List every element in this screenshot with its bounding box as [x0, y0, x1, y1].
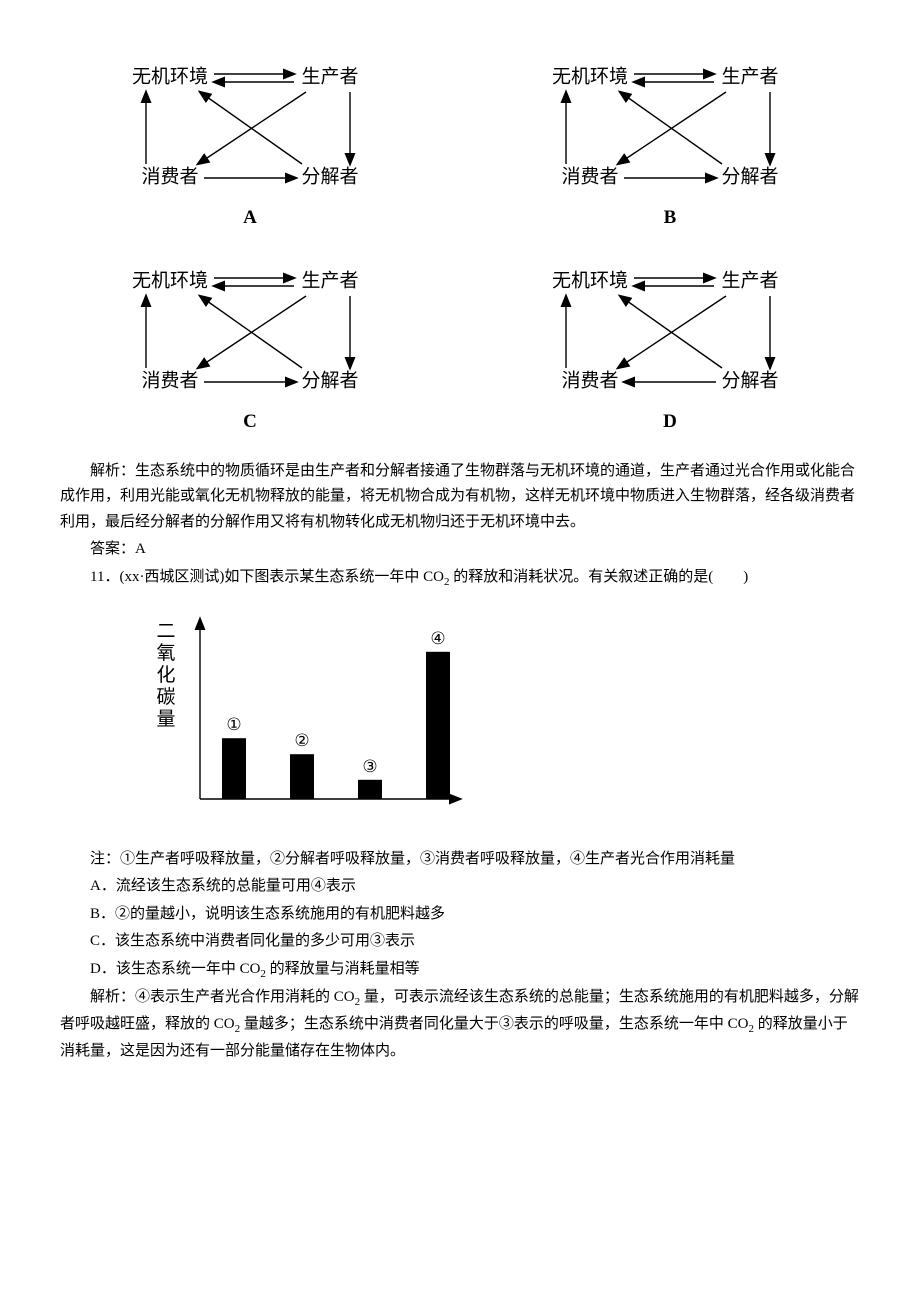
diagram-label-C: C: [60, 406, 440, 438]
diagram-label-A: A: [60, 202, 440, 234]
q11-pre: 11．(xx·西城区测试)如下图表示某生态系统一年中 CO: [90, 569, 444, 585]
svg-text:无机环境: 无机环境: [552, 65, 628, 87]
diagram-C: 无机环境 生产者消费者 分解者 C: [60, 254, 440, 438]
svg-text:无机环境: 无机环境: [132, 270, 208, 292]
svg-text:生产者: 生产者: [721, 65, 778, 87]
diagram-A: 无机环境 生产者消费者 分解者 A: [60, 50, 440, 234]
svg-text:消费者: 消费者: [561, 370, 618, 392]
answer-label: 答案：: [90, 541, 135, 557]
q11-suf: 的释放和消耗状况。有关叙述正确的是( ): [450, 569, 749, 585]
svg-text:生产者: 生产者: [301, 65, 358, 87]
diagram-svg-B: 无机环境 生产者消费者 分解者: [510, 50, 830, 200]
chart-note: 注：①生产者呼吸释放量，②分解者呼吸释放量，③消费者呼吸释放量，④生产者光合作用…: [60, 847, 860, 873]
optD-suf: 的释放量与消耗量相等: [266, 961, 420, 977]
diagram-D: 无机环境 生产者消费者 分解者 D: [480, 254, 860, 438]
svg-text:化: 化: [156, 664, 175, 686]
optD-pre: D．该生态系统一年中 CO: [90, 961, 260, 977]
ecosystem-diagram-grid: 无机环境生产者消费者分解者 A 无机环境生产者消费者分解者 B 无机环境生产者消…: [60, 50, 860, 439]
svg-text:①: ①: [226, 715, 241, 734]
svg-text:氧: 氧: [156, 642, 175, 664]
svg-text:生产者: 生产者: [721, 270, 778, 292]
option-C: C．该生态系统中消费者同化量的多少可用③表示: [60, 929, 860, 955]
svg-text:分解者: 分解者: [721, 370, 778, 392]
svg-text:②: ②: [294, 731, 309, 750]
diagram-svg-A: 无机环境 生产者消费者 分解者: [90, 50, 410, 200]
svg-text:碳: 碳: [156, 686, 175, 708]
svg-text:分解者: 分解者: [721, 165, 778, 187]
svg-text:二: 二: [156, 621, 175, 642]
analysis-1: 解析：生态系统中的物质循环是由生产者和分解者接通了生物群落与无机环境的通道，生产…: [60, 459, 860, 536]
question-11: 11．(xx·西城区测试)如下图表示某生态系统一年中 CO2 的释放和消耗状况。…: [60, 565, 860, 592]
svg-text:③: ③: [362, 757, 377, 776]
chart-svg: 二氧化碳量 ① ② ③ ④: [130, 599, 490, 829]
answer-1: 答案：A: [60, 537, 860, 563]
co2-bar-chart: 二氧化碳量 ① ② ③ ④: [130, 599, 860, 839]
svg-text:生产者: 生产者: [301, 270, 358, 292]
svg-text:无机环境: 无机环境: [132, 65, 208, 87]
diagram-label-D: D: [480, 406, 860, 438]
answer-value: A: [135, 541, 146, 557]
svg-text:④: ④: [430, 629, 445, 648]
option-D: D．该生态系统一年中 CO2 的释放量与消耗量相等: [60, 957, 860, 984]
diagram-B: 无机环境 生产者消费者 分解者 B: [480, 50, 860, 234]
svg-text:消费者: 消费者: [561, 165, 618, 187]
svg-text:量: 量: [156, 709, 175, 730]
a2-b: 量越多；生态系统中消费者同化量大于③表示的呼吸量，生态系统一年中 CO: [240, 1016, 748, 1032]
svg-text:分解者: 分解者: [301, 370, 358, 392]
svg-text:无机环境: 无机环境: [552, 270, 628, 292]
diagram-svg-C: 无机环境 生产者消费者 分解者: [90, 254, 410, 404]
a2-pre: 解析：④表示生产者光合作用消耗的 CO: [90, 989, 355, 1005]
svg-text:消费者: 消费者: [141, 165, 198, 187]
svg-text:消费者: 消费者: [141, 370, 198, 392]
diagram-svg-D: 无机环境 生产者消费者 分解者: [510, 254, 830, 404]
svg-text:分解者: 分解者: [301, 165, 358, 187]
analysis-2: 解析：④表示生产者光合作用消耗的 CO2 量，可表示流经该生态系统的总能量；生态…: [60, 985, 860, 1064]
option-B: B．②的量越小，说明该生态系统施用的有机肥料越多: [60, 902, 860, 928]
diagram-label-B: B: [480, 202, 860, 234]
option-A: A．流经该生态系统的总能量可用④表示: [60, 874, 860, 900]
